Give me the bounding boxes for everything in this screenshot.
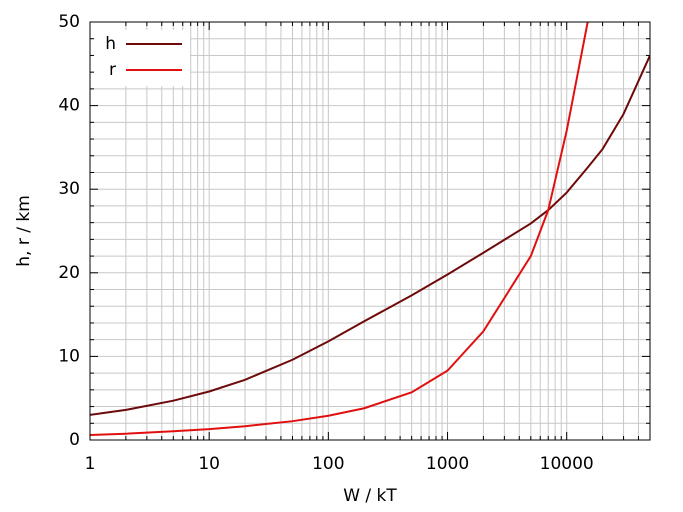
- x-axis-label: W / kT: [343, 486, 397, 506]
- legend-box: [94, 30, 190, 86]
- y-tick-label: 40: [58, 96, 80, 116]
- x-tick-label: 100: [312, 454, 344, 474]
- y-tick-label: 50: [58, 12, 80, 32]
- series-line: [90, 22, 589, 436]
- y-tick-label: 30: [58, 179, 80, 199]
- legend-label: r: [109, 60, 116, 80]
- legend-label: h: [105, 34, 116, 54]
- x-tick-label: 1000: [426, 454, 469, 474]
- x-tick-label: 1: [85, 454, 96, 474]
- plot-frame: [89, 21, 651, 441]
- x-tick-label: 10000: [540, 454, 594, 474]
- series-line: [90, 55, 650, 416]
- y-tick-label: 20: [58, 263, 80, 283]
- y-tick-label: 0: [69, 430, 80, 450]
- y-tick-label: 10: [58, 346, 80, 366]
- x-tick-label: 10: [198, 454, 220, 474]
- y-axis-label: h, r / km: [14, 195, 34, 267]
